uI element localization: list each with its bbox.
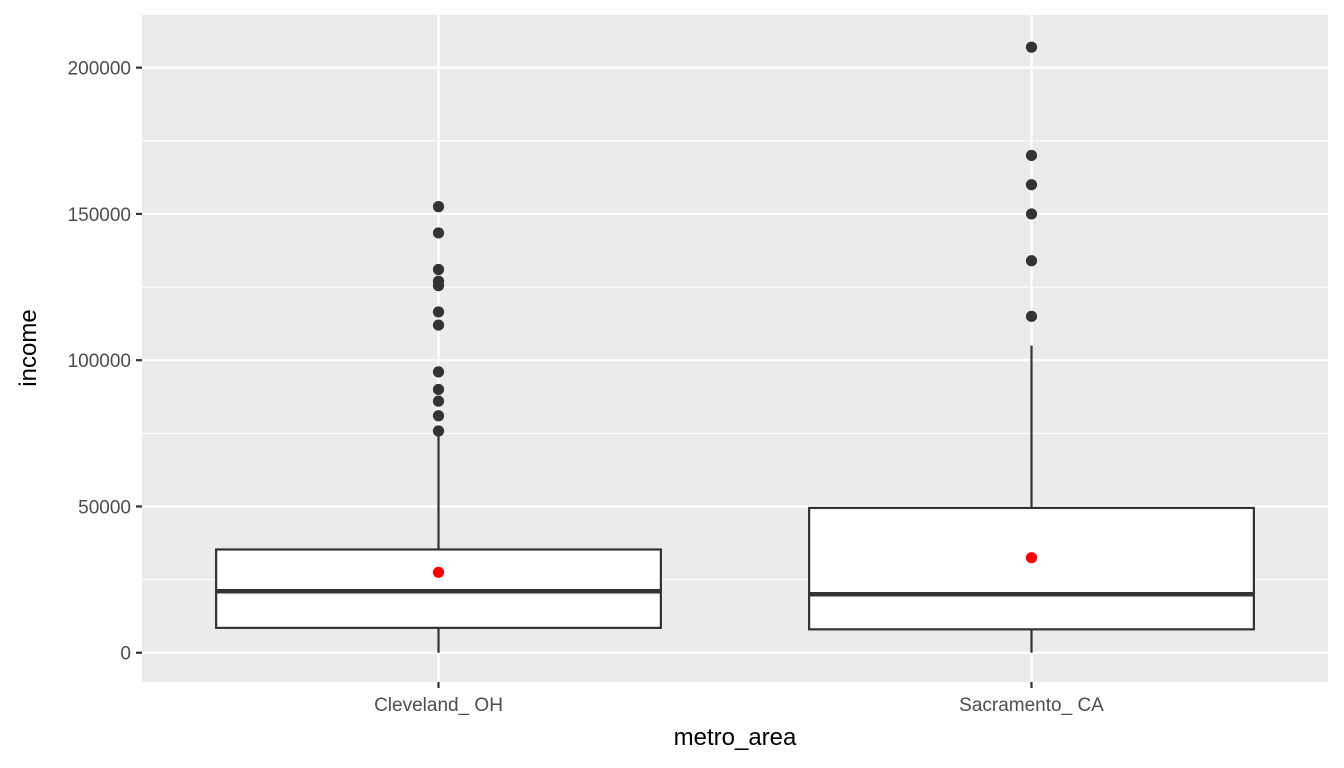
box-group	[808, 41, 1255, 653]
box-iqr	[215, 548, 662, 629]
outlier-point	[432, 306, 445, 318]
outlier-point	[1025, 310, 1038, 322]
outlier-point	[1025, 179, 1038, 191]
x-tick-label: Cleveland_ OH	[374, 695, 503, 716]
box-iqr	[808, 506, 1255, 631]
mean-point	[432, 566, 445, 578]
boxes-layer	[215, 41, 1255, 653]
outlier-point	[1025, 149, 1038, 162]
outlier-point	[432, 319, 445, 331]
y-axis-title: income	[15, 309, 42, 386]
outlier-point	[432, 201, 445, 213]
outlier-point	[432, 395, 445, 407]
y-tick-label: 150000	[68, 205, 131, 226]
x-axis: Cleveland_ OH Sacramento_ CA	[374, 682, 1104, 716]
outlier-point	[1025, 208, 1038, 220]
mean-point	[1025, 552, 1038, 564]
y-axis: 0 50000 100000 150000 200000	[68, 59, 142, 665]
outlier-point	[432, 383, 445, 396]
outlier-point	[432, 275, 445, 287]
box-group	[215, 201, 662, 653]
outlier-point	[432, 410, 445, 422]
y-tick-label: 100000	[68, 351, 131, 372]
outlier-point	[432, 425, 445, 437]
outlier-point	[1025, 255, 1038, 267]
outlier-point	[432, 227, 445, 239]
outlier-point	[432, 263, 445, 276]
x-axis-title: metro_area	[674, 724, 797, 751]
outlier-point	[432, 366, 445, 378]
y-tick-label: 50000	[78, 497, 131, 518]
x-tick-label: Sacramento_ CA	[959, 695, 1104, 716]
y-tick-label: 200000	[68, 59, 131, 80]
y-tick-label: 0	[120, 644, 131, 665]
outlier-point	[1025, 41, 1038, 53]
